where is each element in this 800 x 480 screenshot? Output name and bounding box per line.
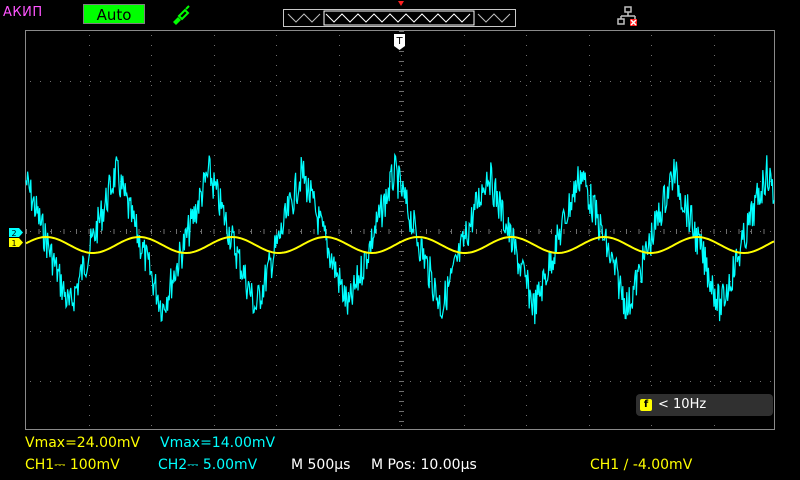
trigger-time-marker[interactable]: T	[394, 34, 405, 50]
frequency-readout: f < 10Hz	[636, 394, 773, 416]
frequency-badge: f	[640, 399, 652, 411]
horizontal-position[interactable]: M Pos: 10.00µs	[371, 457, 477, 473]
ch1-waveform	[25, 235, 775, 255]
top-status-bar: АКИП Auto	[0, 0, 800, 30]
timebase-window-icon[interactable]	[283, 9, 516, 27]
trigger-time-label: T	[395, 36, 403, 47]
ch1-scale[interactable]: CH1⎓ 100mV	[25, 457, 120, 473]
ch2-scale[interactable]: CH2⎓ 5.00mV	[158, 457, 258, 473]
ch1-vmax-measurement: Vmax=24.00mV	[25, 435, 141, 451]
usb-disconnected-icon	[617, 6, 637, 26]
ch2-marker-label: 2	[11, 229, 16, 238]
acquisition-mode-button[interactable]: Auto	[83, 4, 145, 24]
ch2-vmax-measurement: Vmax=14.00mV	[160, 435, 276, 451]
probe-icon	[173, 5, 190, 25]
timebase-scale[interactable]: M 500µs	[291, 457, 351, 473]
channel-ground-markers[interactable]: 2 1	[9, 228, 23, 248]
trigger-position-marker	[398, 1, 404, 6]
ch2-waveform	[25, 152, 775, 325]
ch1-marker-label: 1	[11, 239, 16, 248]
trigger-level[interactable]: CH1 ∕ -4.00mV	[590, 457, 693, 473]
brand-label: АКИП	[3, 5, 43, 20]
bottom-status-bar: Vmax=24.00mV Vmax=14.00mV CH1⎓ 100mV CH2…	[0, 430, 800, 480]
frequency-value: < 10Hz	[658, 397, 707, 412]
